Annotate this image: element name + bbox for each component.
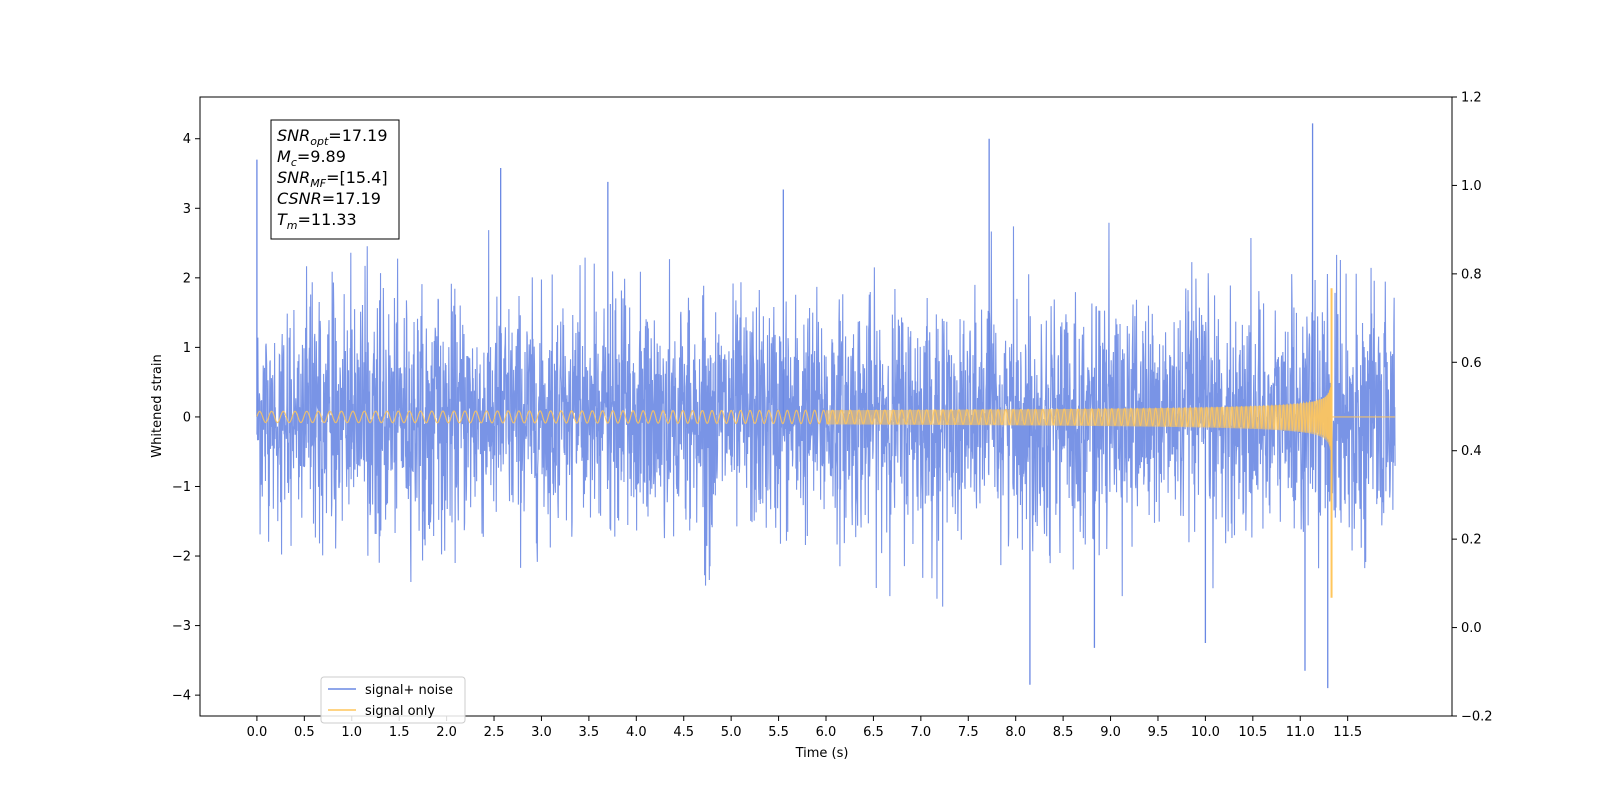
x-tick-label: 9.0 <box>1100 725 1121 740</box>
annotation-symbol: SNR <box>277 168 310 187</box>
y-tick-label: 2 <box>183 271 191 286</box>
x-tick-label: 8.0 <box>1005 725 1026 740</box>
annotation-line: Tm=11.33 <box>277 210 357 232</box>
y2-tick-label: 0.8 <box>1461 267 1482 282</box>
x-tick-label: 2.5 <box>484 725 505 740</box>
x-tick-label: 4.0 <box>626 725 647 740</box>
signal-series <box>256 288 1396 598</box>
x-tick-label: 4.5 <box>673 725 694 740</box>
annotation-value: =[15.4] <box>326 168 388 187</box>
annotation-line: CSNR=17.19 <box>277 189 381 208</box>
annotation-value: =11.33 <box>298 210 357 229</box>
annotation-subscript: m <box>287 219 298 232</box>
annotation-value: =17.19 <box>322 189 381 208</box>
x-tick-label: 11.5 <box>1333 725 1362 740</box>
x-tick-label: 2.0 <box>436 725 457 740</box>
x-axis-label: Time (s) <box>795 746 849 761</box>
legend: signal+ noise signal only <box>320 676 466 724</box>
y2-tick-label: 0.4 <box>1461 444 1482 459</box>
x-tick-label: 10.5 <box>1238 725 1267 740</box>
y2-tick-label: 0.6 <box>1461 356 1482 371</box>
x-tick-label: 5.5 <box>768 725 789 740</box>
y-axis-left: 4 3 2 1 0 −1 −2 −3 −4 <box>172 132 200 704</box>
annotation-value: =17.19 <box>328 126 387 145</box>
x-tick-label: 0.0 <box>247 725 268 740</box>
legend-label-signal-only: signal only <box>365 704 435 719</box>
y-tick-label: 4 <box>183 132 191 147</box>
annotation-line: SNRMF=[15.4] <box>277 168 388 190</box>
y-tick-label: 0 <box>183 410 191 425</box>
y2-tick-label: 0.2 <box>1461 533 1482 548</box>
x-tick-label: 10.0 <box>1191 725 1220 740</box>
x-tick-label: 7.5 <box>958 725 979 740</box>
y2-tick-label: 1.0 <box>1461 179 1482 194</box>
x-tick-label: 7.0 <box>911 725 932 740</box>
annotation-symbol: T <box>277 210 288 229</box>
y-axis-right: 1.2 1.0 0.8 0.6 0.4 0.2 0.0 −0.2 <box>1452 91 1493 725</box>
y-tick-label: −1 <box>172 480 191 495</box>
x-tick-label: 3.5 <box>579 725 600 740</box>
annotation-line: Mc=9.89 <box>277 147 346 169</box>
annotation-subscript: opt <box>310 135 329 148</box>
annotation-symbol: CSNR <box>277 189 322 208</box>
x-tick-label: 6.5 <box>863 725 884 740</box>
annotation-value: =9.89 <box>297 147 346 166</box>
x-tick-label: 1.0 <box>341 725 362 740</box>
y-tick-label: −2 <box>172 550 191 565</box>
annotation-symbol: M <box>277 147 291 166</box>
noise-series <box>256 123 1396 689</box>
y-tick-label: 1 <box>183 341 191 356</box>
y-tick-label: −3 <box>172 619 191 634</box>
annotation-subscript: c <box>291 156 297 169</box>
y-tick-label: 3 <box>183 202 191 217</box>
signal-envelope <box>826 386 1332 451</box>
x-tick-label: 0.5 <box>294 725 315 740</box>
y2-tick-label: 1.2 <box>1461 91 1482 106</box>
annotation-line: SNRopt=17.19 <box>277 126 388 148</box>
annotation-symbol: SNR <box>277 126 310 145</box>
x-tick-label: 1.5 <box>389 725 410 740</box>
y-tick-label: −4 <box>172 689 191 704</box>
x-axis: 0.0 0.5 1.0 1.5 2.0 2.5 3.0 3.5 4.0 4.5 5.0 5.5 6.0 6… <box>247 716 1362 740</box>
annotation-subscript: MF <box>310 177 326 190</box>
legend-label-signal-noise: signal+ noise <box>365 683 453 698</box>
annotation-box: SNRopt=17.19Mc=9.89SNRMF=[15.4]CSNR=17.1… <box>270 119 400 240</box>
y-axis-label: Whitened strain <box>150 354 165 457</box>
x-tick-label: 8.5 <box>1053 725 1074 740</box>
x-tick-label: 6.0 <box>816 725 837 740</box>
x-tick-label: 3.0 <box>531 725 552 740</box>
x-tick-label: 5.0 <box>721 725 742 740</box>
y2-tick-label: 0.0 <box>1461 621 1482 636</box>
x-tick-label: 9.5 <box>1148 725 1169 740</box>
x-tick-label: 11.0 <box>1286 725 1315 740</box>
y2-tick-label: −0.2 <box>1461 710 1493 725</box>
